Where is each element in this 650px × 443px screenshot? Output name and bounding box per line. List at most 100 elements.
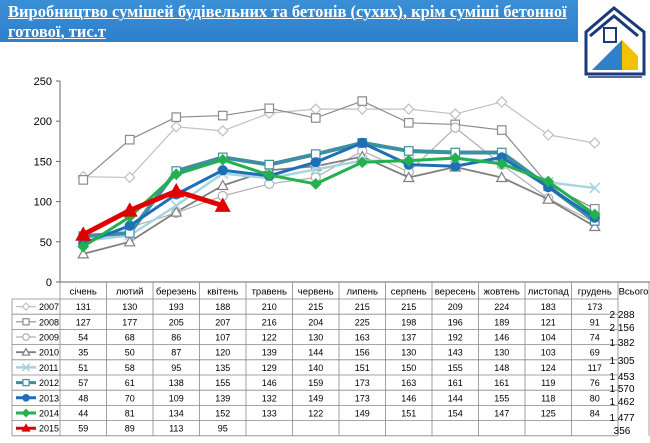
table-cell: 143 bbox=[448, 348, 463, 358]
point-2007 bbox=[449, 108, 462, 120]
point-2008 bbox=[310, 113, 321, 123]
point-2014 bbox=[542, 175, 555, 188]
table-cell: 173 bbox=[587, 302, 602, 312]
table-cell: 148 bbox=[494, 363, 509, 373]
y-tick-label: 100 bbox=[34, 197, 52, 209]
total-cell: 1 382 bbox=[609, 338, 634, 349]
table-cell: 173 bbox=[355, 393, 370, 403]
table-cell: 189 bbox=[494, 317, 509, 327]
table-cell: 118 bbox=[541, 393, 555, 403]
x-tick-label: березень bbox=[156, 287, 197, 298]
table-cell: 130 bbox=[401, 348, 416, 358]
table-cell: 224 bbox=[494, 302, 509, 312]
point-2007 bbox=[588, 137, 601, 149]
table-cell: 151 bbox=[401, 409, 416, 419]
table-cell: 146 bbox=[494, 333, 509, 343]
point-2007 bbox=[402, 103, 415, 115]
point-2008 bbox=[217, 110, 228, 121]
table-cell: 155 bbox=[215, 378, 230, 388]
point-2014 bbox=[77, 240, 90, 253]
table-cell: 155 bbox=[494, 393, 509, 403]
table-cell: 134 bbox=[169, 409, 184, 419]
table-cell: 127 bbox=[76, 317, 91, 327]
y-tick-label: 150 bbox=[34, 156, 52, 168]
table-cell: 215 bbox=[308, 302, 323, 312]
point-2015 bbox=[75, 226, 92, 241]
point-2010 bbox=[402, 171, 415, 183]
series-line-2013 bbox=[81, 141, 597, 245]
x-tick-label: січень bbox=[70, 287, 97, 298]
table-cell: 209 bbox=[448, 302, 463, 312]
total-cell: 1 453 bbox=[609, 372, 634, 383]
point-2012 bbox=[403, 146, 414, 156]
table-cell: 81 bbox=[125, 409, 135, 419]
table-cell: 68 bbox=[125, 333, 135, 343]
table-cell: 51 bbox=[78, 363, 88, 373]
legend-label: 2011 bbox=[39, 363, 58, 373]
table-cell: 113 bbox=[169, 424, 183, 434]
series-line-2008 bbox=[82, 100, 596, 210]
point-2008 bbox=[78, 175, 89, 185]
point-2008 bbox=[264, 103, 275, 114]
table-cell: 91 bbox=[590, 317, 600, 327]
table-cell: 95 bbox=[218, 424, 228, 434]
total-cell: 1 305 bbox=[609, 356, 634, 367]
point-2014 bbox=[170, 168, 183, 181]
point-2014 bbox=[356, 156, 369, 169]
table-cell: 44 bbox=[78, 409, 88, 419]
point-2010 bbox=[495, 171, 508, 183]
y-tick-label: 250 bbox=[34, 76, 52, 88]
table-cell: 161 bbox=[448, 378, 463, 388]
table-cell: 215 bbox=[355, 302, 370, 312]
table-cell: 95 bbox=[171, 363, 181, 373]
point-2014 bbox=[588, 208, 601, 221]
total-cell: 356 bbox=[614, 426, 631, 437]
series-line-2010 bbox=[82, 155, 596, 255]
table-cell: 155 bbox=[448, 363, 463, 373]
table-cell: 122 bbox=[308, 409, 323, 419]
legend-label: 2009 bbox=[39, 333, 59, 343]
y-tick-label: 200 bbox=[34, 116, 52, 128]
table-cell: 147 bbox=[494, 409, 509, 419]
y-tick-label: 0 bbox=[46, 277, 52, 289]
table-cell: 57 bbox=[78, 378, 88, 388]
total-cell: 2 156 bbox=[609, 323, 634, 334]
x-tick-label: червень bbox=[298, 287, 334, 298]
table-cell: 74 bbox=[590, 333, 600, 343]
table-cell: 204 bbox=[308, 317, 323, 327]
table-cell: 193 bbox=[169, 302, 184, 312]
table-cell: 121 bbox=[541, 317, 556, 327]
table-cell: 84 bbox=[590, 409, 600, 419]
point-2013 bbox=[310, 157, 321, 168]
table-cell: 80 bbox=[590, 393, 600, 403]
table-cell: 50 bbox=[125, 348, 135, 358]
table-cell: 163 bbox=[401, 378, 416, 388]
y-tick-label: 50 bbox=[40, 237, 52, 249]
point-2010 bbox=[77, 247, 90, 259]
point-2011 bbox=[589, 182, 601, 194]
table-cell: 132 bbox=[262, 393, 277, 403]
series-line-2014 bbox=[81, 156, 597, 249]
point-2010 bbox=[216, 179, 229, 191]
table-cell: 151 bbox=[355, 363, 370, 373]
table-cell: 207 bbox=[215, 317, 230, 327]
total-cell: 1 570 bbox=[609, 384, 634, 395]
x-tick-label: вересень bbox=[435, 287, 476, 298]
table-cell: 205 bbox=[169, 317, 184, 327]
legend-marker-2012 bbox=[22, 378, 30, 387]
table-cell: 216 bbox=[262, 317, 277, 327]
legend-marker-2008 bbox=[22, 318, 30, 326]
legend-label: 2014 bbox=[39, 409, 59, 419]
table-cell: 86 bbox=[171, 333, 181, 343]
x-tick-label: серпень bbox=[391, 287, 427, 298]
table-cell: 146 bbox=[262, 378, 277, 388]
table-cell: 152 bbox=[215, 409, 230, 419]
point-2007 bbox=[123, 171, 136, 184]
table-cell: 35 bbox=[78, 348, 88, 358]
table-cell: 138 bbox=[169, 378, 184, 388]
legend-label: 2010 bbox=[39, 348, 59, 358]
table-cell: 215 bbox=[401, 302, 416, 312]
legend-label: 2013 bbox=[39, 393, 59, 403]
point-2015 bbox=[214, 197, 231, 212]
table-cell: 198 bbox=[401, 317, 416, 327]
